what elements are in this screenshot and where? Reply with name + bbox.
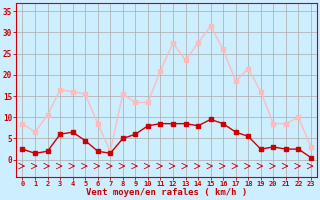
X-axis label: Vent moyen/en rafales ( km/h ): Vent moyen/en rafales ( km/h ) (86, 188, 247, 197)
